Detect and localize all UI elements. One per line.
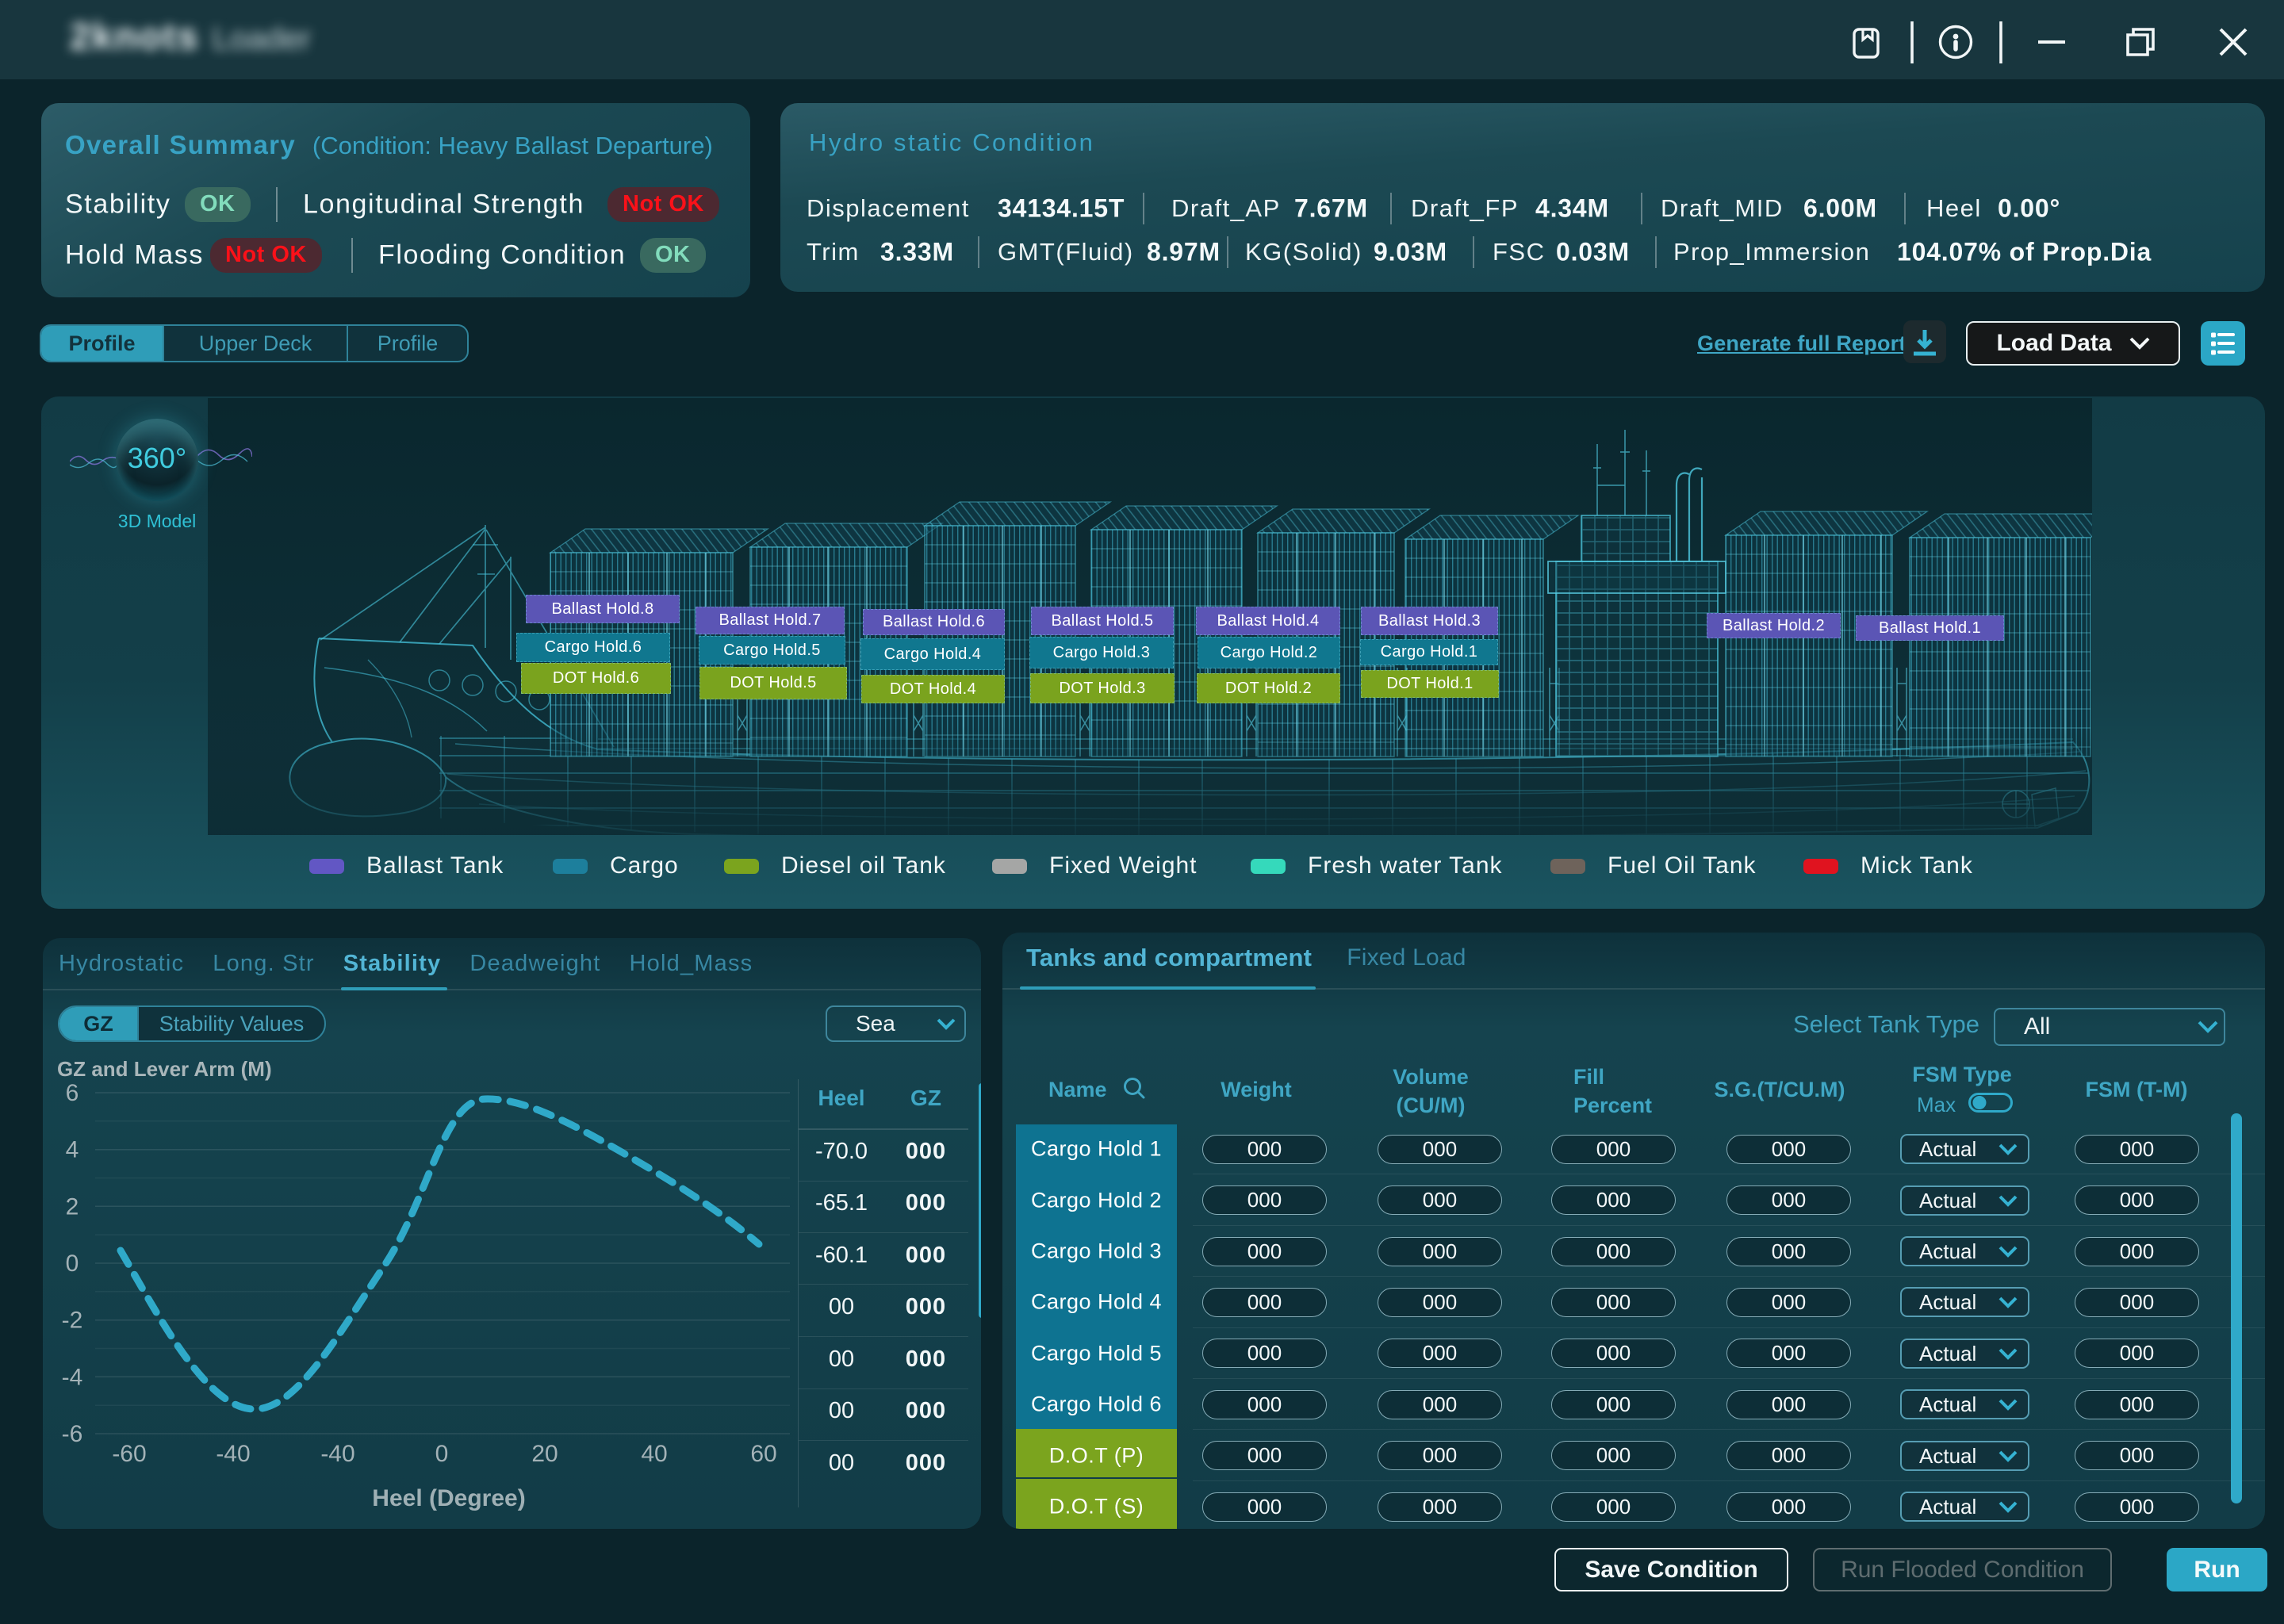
svg-text:60: 60 <box>750 1441 776 1467</box>
svg-text:0: 0 <box>66 1251 79 1277</box>
svg-text:2: 2 <box>66 1193 79 1220</box>
svg-text:-60: -60 <box>112 1441 146 1467</box>
svg-text:Heel (Degree): Heel (Degree) <box>372 1485 525 1511</box>
svg-text:-2: -2 <box>62 1308 83 1334</box>
svg-text:6: 6 <box>66 1080 79 1106</box>
svg-text:0: 0 <box>435 1441 449 1467</box>
svg-text:-4: -4 <box>62 1364 83 1390</box>
svg-text:-40: -40 <box>320 1441 354 1467</box>
svg-text:40: 40 <box>641 1441 667 1467</box>
svg-text:4: 4 <box>66 1137 79 1163</box>
svg-text:-40: -40 <box>216 1441 250 1467</box>
svg-text:20: 20 <box>531 1441 558 1467</box>
svg-text:-6: -6 <box>62 1421 83 1447</box>
